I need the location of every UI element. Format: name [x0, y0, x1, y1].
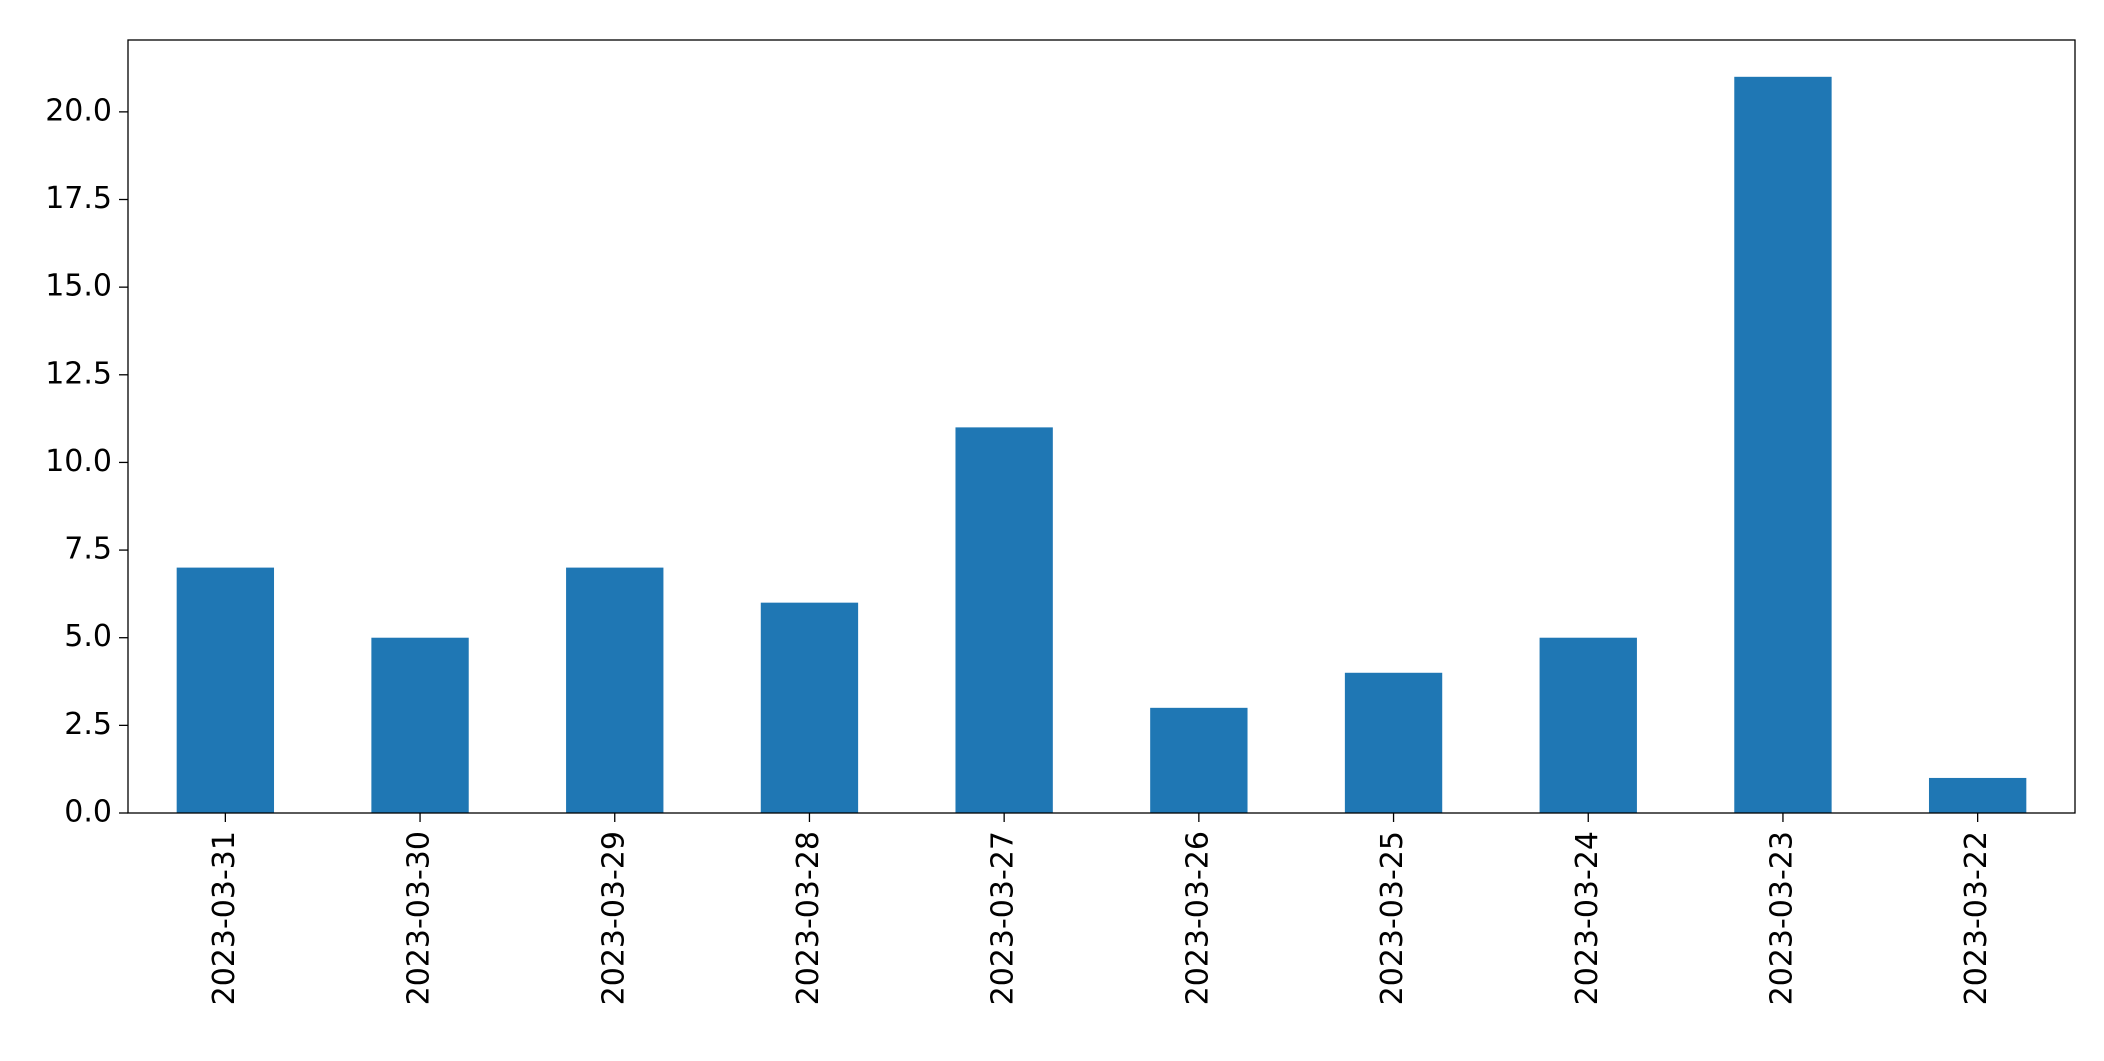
bar	[566, 567, 664, 813]
bar	[1539, 637, 1637, 813]
x-tick-label: 2023-03-27	[986, 831, 1021, 1005]
bar	[1734, 76, 1832, 814]
y-tick-label: 7.5	[64, 532, 112, 567]
x-tick-label: 2023-03-31	[207, 831, 242, 1005]
y-tick-label: 17.5	[45, 181, 112, 216]
y-tick-label: 5.0	[64, 619, 112, 654]
bar	[760, 602, 859, 813]
x-tick-label: 2023-03-28	[791, 831, 826, 1005]
y-tick-label: 15.0	[45, 269, 112, 304]
bar	[1344, 672, 1443, 813]
x-tick-label: 2023-03-22	[1959, 831, 1994, 1005]
bar	[955, 427, 1053, 813]
bar	[1928, 777, 2027, 813]
x-tick-label: 2023-03-30	[402, 831, 437, 1005]
y-tick-label: 20.0	[45, 93, 112, 128]
y-tick-label: 0.0	[64, 795, 112, 830]
bar	[371, 637, 469, 813]
x-tick-label: 2023-03-24	[1570, 831, 1605, 1005]
bar	[176, 567, 275, 813]
y-tick-label: 10.0	[45, 444, 112, 479]
y-tick-label: 12.5	[45, 356, 112, 391]
x-tick-label: 2023-03-25	[1375, 831, 1410, 1005]
x-tick-label: 2023-03-29	[596, 831, 631, 1005]
axes-frame	[127, 39, 2076, 814]
x-tick-label: 2023-03-26	[1180, 831, 1215, 1005]
x-tick-label: 2023-03-23	[1764, 831, 1799, 1005]
bar	[1150, 707, 1248, 813]
y-tick-label: 2.5	[64, 707, 112, 742]
